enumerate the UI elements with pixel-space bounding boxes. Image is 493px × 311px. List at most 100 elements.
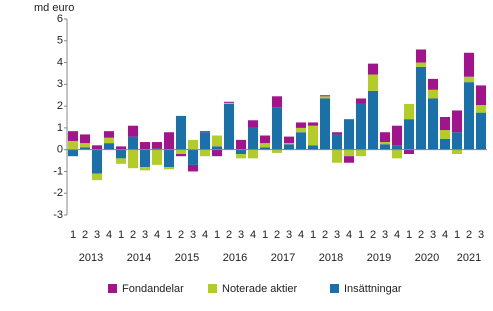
- legend-label: Fondandelar: [122, 283, 184, 295]
- y-tick-label: -3: [53, 209, 63, 221]
- y-tick-label: 4: [57, 56, 63, 68]
- y-tick-label: 0: [57, 144, 63, 156]
- bar-segment: [319, 96, 331, 99]
- bar-segment: [151, 148, 163, 150]
- bar-segment: [403, 149, 415, 155]
- bar-segment: [103, 137, 115, 144]
- bar-segment: [187, 139, 199, 150]
- bar-segment: [115, 146, 127, 150]
- bar-segment: [367, 74, 379, 91]
- legend-swatch: [330, 284, 339, 293]
- bar-segment: [199, 149, 211, 157]
- bar-segment: [427, 78, 439, 90]
- bar-segment: [463, 76, 475, 83]
- bar-segment: [259, 135, 271, 144]
- bar-segment: [127, 136, 139, 150]
- bar-segment: [247, 120, 259, 128]
- bar-segment: [235, 139, 247, 150]
- bar-segment: [211, 149, 223, 157]
- bar-segment: [307, 125, 319, 146]
- x-tick-label: 4: [394, 229, 400, 241]
- bar-segment: [67, 131, 79, 141]
- bar-segment: [259, 143, 271, 148]
- bar-segment: [451, 149, 463, 155]
- bar-segment: [439, 117, 451, 131]
- y-tick-label: 3: [57, 78, 63, 90]
- bar-segment: [151, 142, 163, 149]
- year-label: 2021: [457, 252, 481, 264]
- year-label: 2020: [415, 252, 439, 264]
- bar-segment: [403, 103, 415, 120]
- bar-segment: [139, 149, 151, 168]
- x-tick-label: 3: [190, 229, 196, 241]
- bar-segment: [307, 145, 319, 150]
- bar-segment: [379, 142, 391, 145]
- x-tick-label: 2: [82, 229, 88, 241]
- bar-segment: [139, 142, 151, 150]
- bar-segment: [103, 143, 115, 150]
- bar-segment: [295, 127, 307, 133]
- bar-segment: [163, 167, 175, 170]
- year-label: 2017: [271, 252, 295, 264]
- x-tick-label: 2: [178, 229, 184, 241]
- x-tick-label: 4: [106, 229, 112, 241]
- bar-segment: [331, 132, 343, 135]
- bar-segment: [115, 149, 127, 159]
- bar-segment: [67, 140, 79, 150]
- bar-segment: [355, 98, 367, 104]
- x-tick-label: 4: [154, 229, 160, 241]
- x-tick-label: 4: [442, 229, 448, 241]
- x-tick-label: 2: [370, 229, 376, 241]
- bar-segment: [175, 115, 187, 150]
- bar-segment: [283, 136, 295, 144]
- x-tick-label: 3: [382, 229, 388, 241]
- bar-segment: [91, 149, 103, 174]
- bar-segment: [211, 135, 223, 147]
- bar-segment: [463, 82, 475, 150]
- bar-segment: [331, 149, 343, 163]
- y-tick-label: 6: [57, 13, 63, 25]
- x-tick-label: 1: [310, 229, 316, 241]
- bar-segment: [427, 98, 439, 150]
- bar-segment: [115, 158, 127, 164]
- bar-segment: [271, 107, 283, 150]
- bar-segment: [187, 164, 199, 172]
- y-tick-label: -2: [53, 187, 63, 199]
- bar-segment: [223, 101, 235, 103]
- legend-label: Noterade aktier: [222, 283, 298, 295]
- bar-segment: [259, 147, 271, 150]
- x-tick-label: 3: [142, 229, 148, 241]
- x-tick-label: 1: [166, 229, 172, 241]
- x-tick-label: 2: [226, 229, 232, 241]
- bar-segment: [475, 112, 487, 150]
- bar-segment: [127, 149, 139, 169]
- x-tick-label: 2: [130, 229, 136, 241]
- x-tick-label: 2: [322, 229, 328, 241]
- bar-segment: [223, 103, 235, 150]
- bar-segment: [439, 130, 451, 139]
- bar-segment: [295, 122, 307, 128]
- bar-segment: [151, 149, 163, 165]
- bar-segment: [175, 154, 187, 157]
- legend-label: Insättningar: [344, 283, 402, 295]
- x-tick-label: 3: [286, 229, 292, 241]
- bar-segment: [415, 62, 427, 67]
- bar-segment: [439, 138, 451, 150]
- x-tick-label: 1: [70, 229, 76, 241]
- bar-segment: [247, 127, 259, 150]
- x-tick-label: 3: [94, 229, 100, 241]
- bar-segment: [427, 89, 439, 99]
- x-tick-label: 4: [250, 229, 256, 241]
- bar-segment: [307, 122, 319, 126]
- bar-segment: [355, 149, 367, 157]
- x-tick-label: 1: [358, 229, 364, 241]
- x-tick-label: 1: [454, 229, 460, 241]
- x-tick-label: 4: [298, 229, 304, 241]
- bar-segment: [163, 149, 175, 168]
- bar-segment: [475, 105, 487, 113]
- x-tick-label: 2: [466, 229, 472, 241]
- bar-segment: [79, 147, 91, 150]
- x-tick-label: 2: [418, 229, 424, 241]
- x-tick-label: 4: [346, 229, 352, 241]
- x-tick-label: 2: [274, 229, 280, 241]
